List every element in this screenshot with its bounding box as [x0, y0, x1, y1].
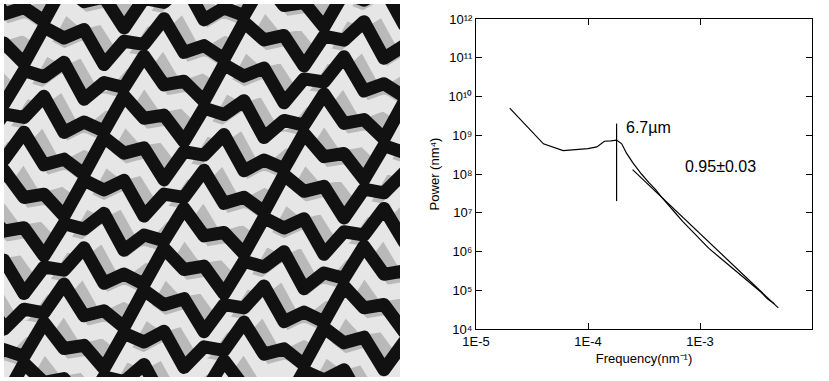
svg-text:0.95±0.03: 0.95±0.03 [685, 158, 756, 175]
svg-text:1E-3: 1E-3 [686, 334, 713, 349]
svg-text:6.7µm: 6.7µm [626, 119, 671, 136]
svg-text:10⁹: 10⁹ [452, 128, 472, 143]
svg-text:1E-4: 1E-4 [574, 334, 601, 349]
svg-text:1E-5: 1E-5 [462, 334, 489, 349]
svg-text:10⁷: 10⁷ [453, 205, 472, 220]
svg-text:10⁵: 10⁵ [453, 283, 473, 298]
svg-text:Power (nm⁴): Power (nm⁴) [427, 138, 442, 211]
svg-text:Frequency(nm⁻¹): Frequency(nm⁻¹) [596, 351, 692, 366]
svg-text:10¹⁰: 10¹⁰ [449, 89, 473, 104]
svg-text:10⁸: 10⁸ [452, 167, 472, 182]
svg-text:10¹¹: 10¹¹ [449, 50, 473, 65]
svg-text:10¹²: 10¹² [449, 12, 473, 27]
svg-text:10⁴: 10⁴ [452, 322, 472, 337]
svg-text:10⁶: 10⁶ [453, 244, 473, 259]
